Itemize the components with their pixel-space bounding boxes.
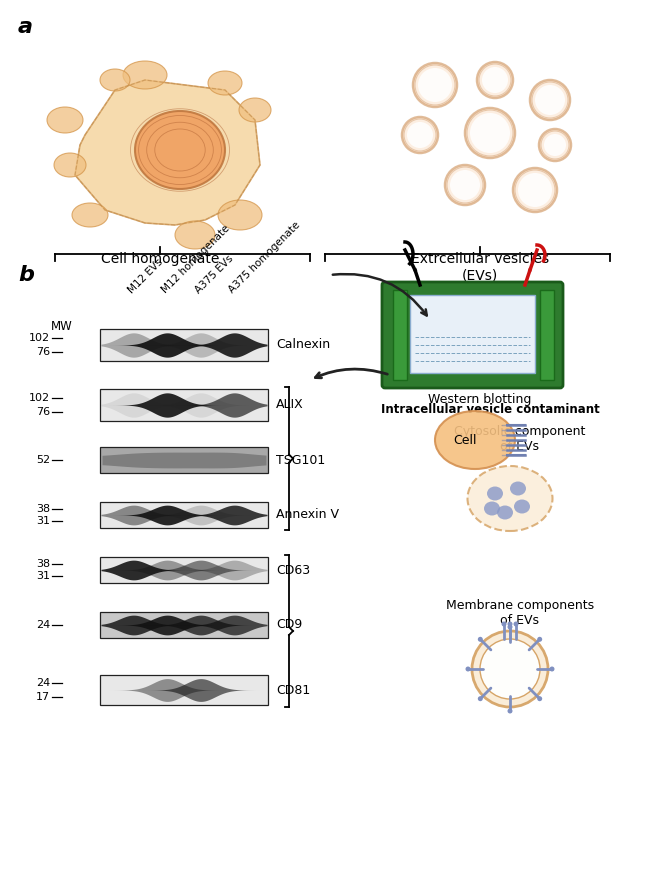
Text: 17: 17 <box>36 691 50 702</box>
Ellipse shape <box>54 153 86 177</box>
Ellipse shape <box>497 506 513 520</box>
Circle shape <box>539 129 571 161</box>
FancyBboxPatch shape <box>382 282 563 388</box>
Text: 38: 38 <box>36 504 50 514</box>
FancyBboxPatch shape <box>100 612 268 638</box>
Ellipse shape <box>135 111 225 189</box>
Text: 31: 31 <box>36 570 50 581</box>
FancyBboxPatch shape <box>410 295 535 373</box>
Circle shape <box>482 67 508 93</box>
Circle shape <box>445 165 485 205</box>
FancyBboxPatch shape <box>100 389 268 421</box>
Circle shape <box>413 63 457 107</box>
Text: 76: 76 <box>36 347 50 357</box>
Text: Western blotting: Western blotting <box>428 393 532 406</box>
Circle shape <box>535 85 565 115</box>
Text: CD9: CD9 <box>276 619 302 632</box>
Ellipse shape <box>218 200 262 230</box>
Circle shape <box>480 639 540 699</box>
Circle shape <box>465 108 515 158</box>
Circle shape <box>418 68 452 102</box>
Circle shape <box>402 117 438 153</box>
Circle shape <box>544 134 566 156</box>
Text: Intracellular vesicle contaminant: Intracellular vesicle contaminant <box>381 403 599 416</box>
FancyBboxPatch shape <box>100 447 268 473</box>
Circle shape <box>472 631 548 707</box>
Text: 52: 52 <box>36 455 50 465</box>
Ellipse shape <box>484 501 500 515</box>
Ellipse shape <box>100 69 130 91</box>
Circle shape <box>465 667 471 671</box>
Circle shape <box>537 696 542 701</box>
FancyBboxPatch shape <box>100 502 268 528</box>
Text: A375 homogenate: A375 homogenate <box>227 220 302 295</box>
Ellipse shape <box>435 411 515 469</box>
Text: 38: 38 <box>36 559 50 570</box>
Text: ALIX: ALIX <box>276 398 304 411</box>
Circle shape <box>513 168 557 212</box>
Ellipse shape <box>72 203 108 227</box>
Text: a: a <box>18 17 33 37</box>
Ellipse shape <box>514 500 530 514</box>
FancyBboxPatch shape <box>100 329 268 361</box>
FancyBboxPatch shape <box>540 290 554 380</box>
Circle shape <box>477 62 513 98</box>
Circle shape <box>530 80 570 120</box>
Text: Calnexin: Calnexin <box>276 339 330 352</box>
Text: 24: 24 <box>36 678 50 689</box>
Circle shape <box>549 667 554 671</box>
Circle shape <box>502 621 506 626</box>
Circle shape <box>508 625 512 629</box>
Text: M12 homogenate: M12 homogenate <box>160 223 232 295</box>
Circle shape <box>508 709 512 713</box>
Ellipse shape <box>239 98 271 122</box>
Circle shape <box>537 637 542 641</box>
Text: TSG101: TSG101 <box>276 453 325 466</box>
Text: b: b <box>18 265 34 285</box>
Text: Extrcellular vesicles
(EVs): Extrcellular vesicles (EVs) <box>411 252 549 283</box>
Ellipse shape <box>47 107 83 133</box>
Text: Membrane components
of EVs: Membrane components of EVs <box>446 599 594 627</box>
Circle shape <box>508 621 512 626</box>
Text: MW: MW <box>51 320 73 333</box>
Circle shape <box>478 696 483 701</box>
Circle shape <box>470 113 510 153</box>
FancyBboxPatch shape <box>100 675 268 705</box>
Circle shape <box>514 621 519 626</box>
Circle shape <box>407 122 433 148</box>
Ellipse shape <box>175 221 215 249</box>
Text: 31: 31 <box>36 515 50 526</box>
Circle shape <box>450 170 480 200</box>
Ellipse shape <box>467 466 552 531</box>
Text: 102: 102 <box>29 393 50 403</box>
FancyBboxPatch shape <box>393 290 407 380</box>
Text: Cell: Cell <box>453 433 476 446</box>
Ellipse shape <box>487 487 503 500</box>
Text: 76: 76 <box>36 407 50 417</box>
Text: Cytosolic component
of EVs: Cytosolic component of EVs <box>454 424 586 452</box>
Text: 24: 24 <box>36 620 50 630</box>
Text: CD81: CD81 <box>276 683 310 696</box>
FancyBboxPatch shape <box>100 557 268 583</box>
Text: A375 EVs: A375 EVs <box>194 253 236 295</box>
Circle shape <box>518 173 552 207</box>
Ellipse shape <box>208 71 242 95</box>
Ellipse shape <box>510 481 526 495</box>
Text: Annexin V: Annexin V <box>276 508 339 522</box>
Text: 102: 102 <box>29 333 50 343</box>
PathPatch shape <box>75 80 260 225</box>
Ellipse shape <box>123 61 167 89</box>
Text: CD63: CD63 <box>276 564 310 577</box>
Text: M12 EVs: M12 EVs <box>127 256 165 295</box>
Circle shape <box>478 637 483 641</box>
Text: Cell homogenate: Cell homogenate <box>101 252 219 266</box>
